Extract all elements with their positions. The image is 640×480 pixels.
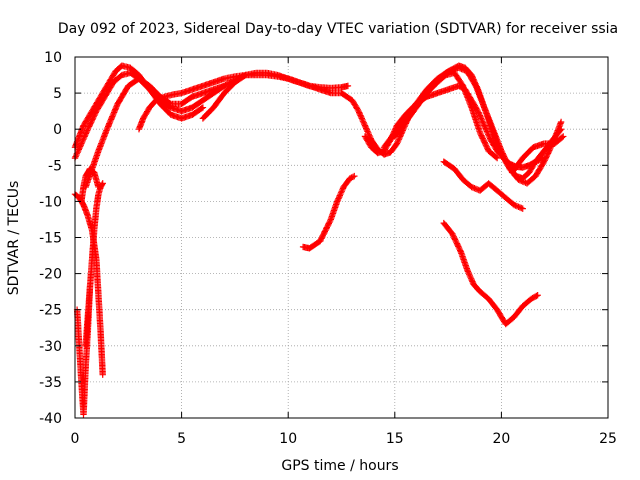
y-tick-label: -5 (48, 158, 62, 174)
series-track-9 (391, 69, 501, 162)
x-tick-label: 15 (386, 431, 404, 447)
y-tick-label: -40 (39, 411, 62, 427)
data-point-markers (78, 165, 102, 205)
data-point-markers (440, 219, 541, 328)
x-tick-label: 5 (177, 431, 186, 447)
series-track-17 (78, 165, 102, 205)
series-track-13 (440, 219, 541, 328)
x-tick-label: 20 (492, 431, 510, 447)
y-tick-label: -30 (39, 339, 62, 355)
ticks: 0 5 10 15 20 25 -40 -35 -30 -25 -20 -15 -10 -5 0 5 10 (39, 50, 617, 447)
data-layer (71, 62, 567, 418)
x-tick-label: 10 (279, 431, 297, 447)
data-point-markers (508, 133, 567, 176)
data-point-markers (391, 69, 501, 162)
series-track-16 (82, 180, 106, 349)
x-tick-label: 0 (71, 431, 80, 447)
data-point-markers (299, 172, 358, 252)
y-tick-label: -10 (39, 194, 62, 210)
y-tick-label: -35 (39, 375, 62, 391)
y-tick-label: -20 (39, 267, 62, 283)
y-tick-label: -25 (39, 303, 62, 319)
y-tick-label: 5 (53, 86, 62, 102)
y-axis-label: SDTVAR / TECUs (6, 181, 22, 296)
series-track-12 (440, 158, 526, 212)
x-tick-label: 25 (599, 431, 617, 447)
series-track-11 (299, 172, 358, 252)
chart-title: Day 092 of 2023, Sidereal Day-to-day VTE… (58, 21, 618, 37)
series-track-10 (508, 133, 567, 176)
data-point-markers (82, 180, 106, 349)
y-tick-label: -15 (39, 231, 62, 247)
y-tick-label: 10 (44, 50, 62, 66)
y-tick-label: 0 (53, 122, 62, 138)
x-axis-label: GPS time / hours (281, 458, 398, 474)
data-point-markers (440, 158, 526, 212)
